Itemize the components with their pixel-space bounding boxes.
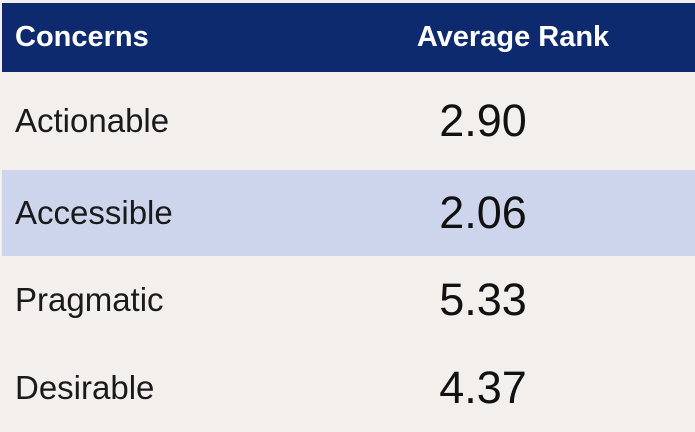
concern-cell: Pragmatic — [15, 281, 164, 318]
average-rank-cell: 2.90 — [439, 95, 527, 146]
table-row-accessible: Accessible 2.06 — [2, 170, 695, 256]
average-rank-cell: 2.06 — [439, 187, 527, 238]
concern-cell: Desirable — [15, 369, 155, 406]
table-row-pragmatic: Pragmatic 5.33 — [2, 256, 695, 344]
concerns-rank-table: Concerns Average Rank Actionable 2.90 Ac… — [2, 3, 695, 432]
table-row-desirable: Desirable 4.37 — [2, 344, 695, 432]
concern-cell: Actionable — [15, 102, 170, 139]
table-header-row: Concerns Average Rank — [2, 3, 695, 72]
average-rank-cell: 4.37 — [439, 362, 527, 413]
header-cell-average-rank: Average Rank — [416, 21, 610, 53]
average-rank-cell: 5.33 — [439, 274, 527, 325]
header-cell-concerns: Concerns — [15, 21, 149, 53]
concern-cell: Accessible — [15, 194, 173, 231]
table-row-actionable: Actionable 2.90 — [2, 72, 695, 170]
